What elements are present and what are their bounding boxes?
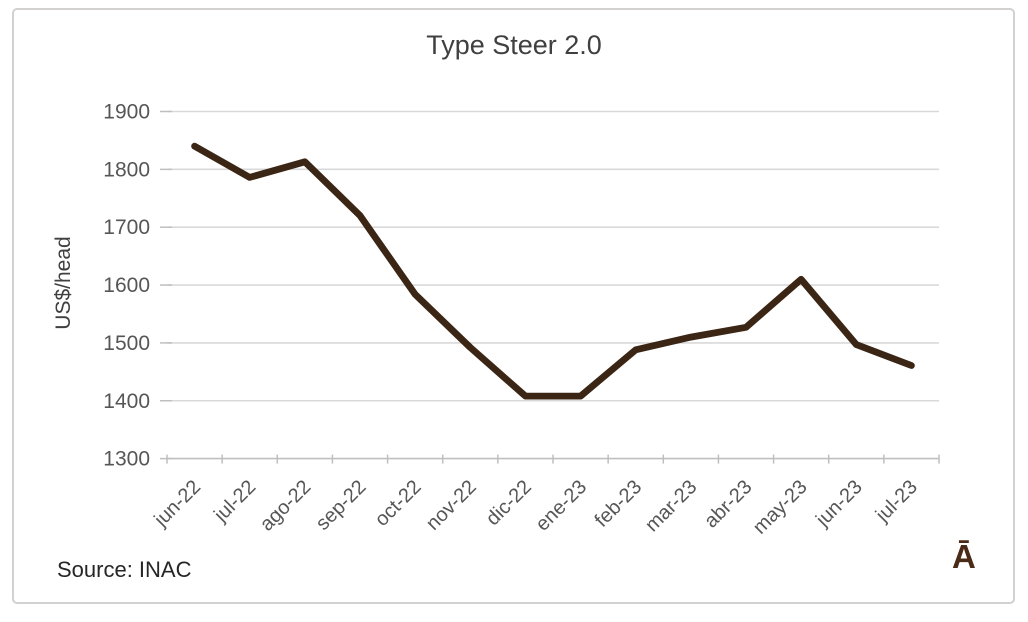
y-tick-label: 1800 xyxy=(103,158,150,181)
y-tick-label: 1700 xyxy=(103,216,150,239)
chart-frame xyxy=(12,8,1015,604)
source-caption: Source: INAC xyxy=(57,557,192,582)
chart-title: Type Steer 2.0 xyxy=(426,30,602,60)
x-tick-label: feb-23 xyxy=(591,476,647,532)
x-tick-label: dic-22 xyxy=(482,476,536,530)
x-tick-label: ene-23 xyxy=(532,476,592,536)
y-tick-label: 1900 xyxy=(103,101,150,124)
y-tick-label: 1400 xyxy=(103,390,150,413)
y-tick-label: 1300 xyxy=(103,448,150,471)
x-tick-label: may-23 xyxy=(749,476,812,539)
x-tick-label: ago-22 xyxy=(256,476,316,536)
brand-logo-icon: Ā xyxy=(952,538,976,575)
x-tick-label: sep-22 xyxy=(312,476,371,535)
x-tick-label: jul-23 xyxy=(871,476,922,527)
x-tick-label: jul-22 xyxy=(209,476,260,527)
y-tick-label: 1600 xyxy=(103,274,150,297)
y-tick-label: 1500 xyxy=(103,332,150,355)
x-tick-label: jun-22 xyxy=(150,476,206,532)
x-tick-label: jun-23 xyxy=(811,476,867,532)
x-tick-label: abr-23 xyxy=(700,476,756,532)
price-line xyxy=(191,142,915,400)
x-tick-label: nov-22 xyxy=(422,476,481,535)
x-tick-label: oct-22 xyxy=(371,476,426,531)
x-tick-label: mar-23 xyxy=(641,476,701,536)
